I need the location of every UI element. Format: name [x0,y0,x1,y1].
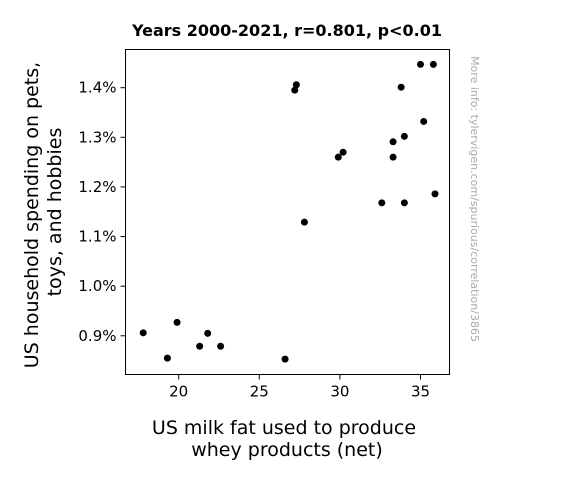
chart-title: Years 2000-2021, r=0.801, p<0.01 [131,21,442,40]
data-point [204,329,212,337]
data-points [139,60,439,363]
x-tick-label: 30 [330,383,349,401]
data-point [389,138,397,146]
data-point [173,318,181,326]
plot-area [125,49,450,375]
x-tick-label: 35 [411,383,430,401]
data-point [416,60,424,68]
y-axis-label-line-1: US household spending on pets, [21,62,43,368]
y-tick-label: 0.9% [78,327,116,345]
data-point [300,218,308,226]
x-axis-label-line-1: US milk fat used to produce [152,417,416,439]
data-point [431,190,439,198]
data-point [217,342,225,350]
x-tick-label: 25 [250,383,269,401]
data-point [291,86,299,94]
y-tick-label: 1.2% [78,178,116,196]
y-tick-label: 1.4% [78,79,116,97]
data-point [400,132,408,140]
data-point [400,199,408,207]
source-note: More info: tylervigen.com/spurious/corre… [468,56,481,342]
y-tick-label: 1.1% [78,228,116,246]
data-point [139,329,147,337]
data-point [196,342,204,350]
y-axis: 0.9% 1.0% 1.1% 1.2% 1.3% 1.4% [78,79,126,345]
x-tick-label: 20 [169,383,188,401]
y-axis-label-line-2: toys, and hobbies [44,128,66,297]
data-point [397,83,405,91]
data-point [334,153,342,161]
data-point [378,199,386,207]
y-tick-label: 1.0% [78,277,116,295]
x-axis: 20 25 30 35 [169,374,430,401]
x-axis-label: US milk fat used to produce whey product… [152,417,422,461]
data-point [339,148,347,156]
x-axis-label-line-2: whey products (net) [191,439,383,461]
data-point [420,117,428,125]
data-point [429,60,437,68]
y-axis-label: US household spending on pets, toys, and… [21,56,66,368]
y-tick-label: 1.3% [78,128,116,146]
data-point [292,81,300,89]
data-point [163,354,171,362]
data-point [281,355,289,363]
data-point [389,153,397,161]
